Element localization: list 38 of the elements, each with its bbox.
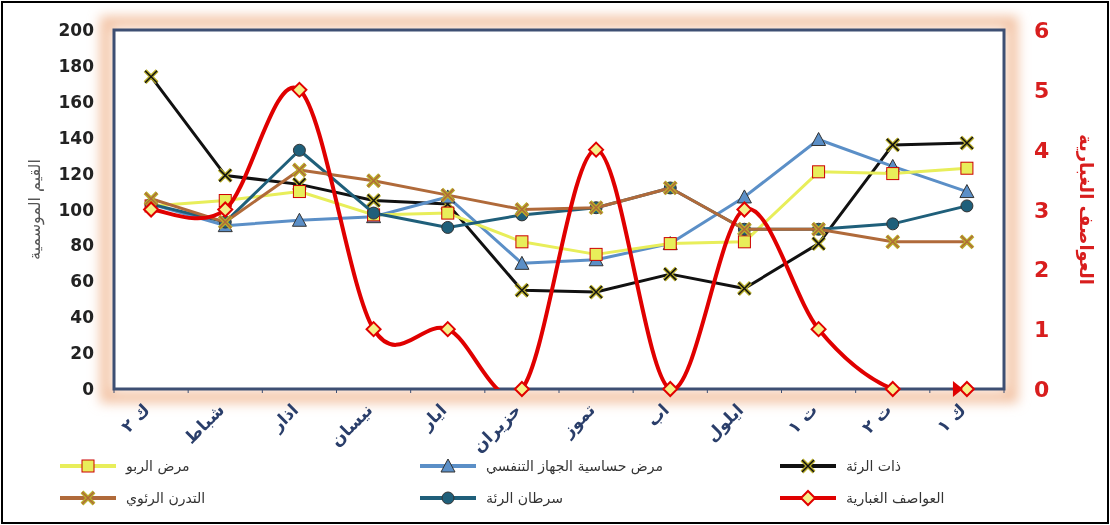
y-tick-label: 60 (70, 271, 95, 292)
y2-tick-label: 4 (1034, 137, 1050, 163)
y-tick-label: 200 (58, 20, 95, 40)
y-axis-title: القيم الموسمية (25, 159, 45, 260)
x-tick-label: اذار (266, 399, 303, 436)
x-tick-label: حزيران (468, 399, 526, 458)
y-tick-label: 160 (58, 91, 95, 112)
x-tick-label: ت ٢ (857, 399, 896, 438)
legend-label: سرطان الرئة (486, 490, 563, 507)
y-tick-label: 120 (58, 163, 95, 184)
x-tick-label: اب (642, 399, 674, 431)
legend-label: مرض الربو (125, 458, 190, 475)
y2-tick-label: 5 (1034, 77, 1050, 103)
y2-tick-label: 6 (1034, 18, 1050, 43)
y-tick-label: 140 (58, 127, 95, 148)
x-tick-label: نيسان (325, 399, 377, 451)
y2-tick-label: 0 (1034, 377, 1050, 402)
legend-label: التدرن الرئوي (126, 490, 206, 507)
x-tick-label: ت ١ (783, 399, 822, 438)
y-tick-label: 80 (70, 235, 95, 256)
legend-label: مرض حساسية الجهاز التنفسي (486, 458, 663, 475)
y-tick-label: 0 (82, 379, 95, 399)
legend-label: ذات الرئة (846, 458, 902, 475)
y2-tick-label: 2 (1034, 257, 1050, 283)
y-tick-label: 40 (70, 307, 95, 328)
y-tick-label: 100 (58, 199, 95, 220)
x-tick-label: تموز (557, 399, 600, 443)
y-tick-label: 20 (70, 343, 95, 364)
y-tick-label: 180 (58, 55, 95, 76)
x-tick-label: ايلول (701, 399, 748, 447)
x-tick-label: ايار (415, 399, 451, 435)
x-tick-label: شباط (180, 399, 229, 448)
x-tick-label: ك ١ (933, 399, 970, 437)
y2-axis-title: العواصف الغبارية (1075, 134, 1097, 285)
y2-tick-label: 3 (1034, 197, 1050, 223)
legend-label: العواصف الغبارية (846, 490, 945, 507)
y2-tick-label: 1 (1034, 317, 1050, 343)
x-tick-label: ك ٢ (117, 399, 154, 437)
